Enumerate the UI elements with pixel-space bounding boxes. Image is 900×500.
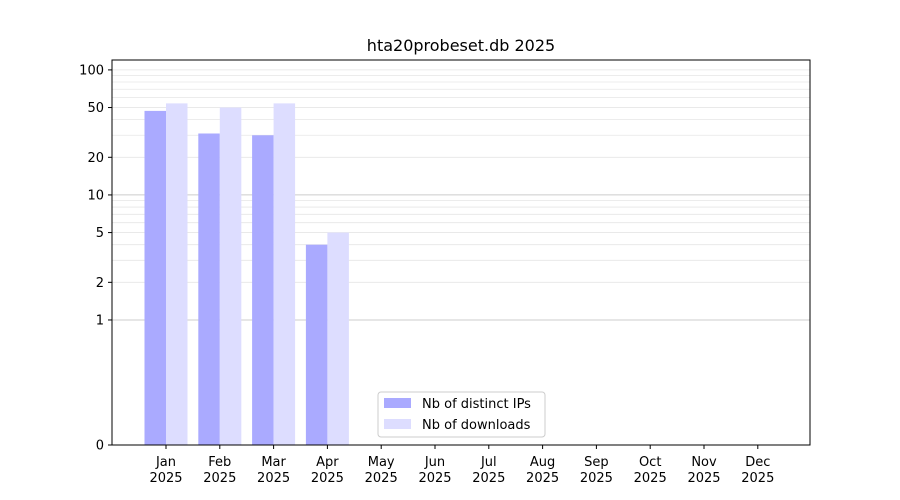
x-tick-label-year: 2025 — [634, 471, 667, 486]
y-tick-label: 1 — [96, 313, 104, 328]
x-tick-label-year: 2025 — [526, 471, 559, 486]
bar-distinct-ips — [144, 110, 166, 445]
x-tick-label-year: 2025 — [472, 471, 505, 486]
y-tick-label: 100 — [79, 63, 104, 78]
plot-area — [111, 59, 811, 446]
legend-swatch — [384, 398, 411, 408]
x-tick-label-month: Sep — [584, 455, 609, 470]
x-tick-label-month: Oct — [639, 455, 661, 470]
x-tick-label-month: Mar — [261, 455, 286, 470]
y-tick-label: 5 — [96, 226, 104, 241]
y-tick-label: 10 — [87, 188, 104, 203]
x-tick-label-year: 2025 — [257, 471, 290, 486]
x-tick-label-month: Apr — [316, 455, 339, 470]
legend-box — [377, 391, 546, 438]
bar-distinct-ips — [305, 244, 328, 445]
x-axis: Jan2025Feb2025Mar2025Apr2025May2025Jun20… — [149, 445, 774, 486]
x-tick-label-year: 2025 — [418, 471, 451, 486]
bar-distinct-ips — [198, 133, 220, 445]
x-tick-label-month: Jan — [155, 455, 176, 470]
y-tick-label: 20 — [87, 151, 104, 166]
bar-downloads — [273, 103, 296, 446]
x-tick-label-year: 2025 — [580, 471, 613, 486]
bar-downloads — [166, 103, 188, 446]
bar-downloads — [219, 107, 242, 446]
x-tick-label-month: Nov — [691, 455, 717, 470]
y-tick-label: 0 — [96, 439, 104, 454]
x-tick-label-month: Dec — [745, 455, 770, 470]
bar-downloads — [327, 232, 349, 445]
x-tick-label-month: Aug — [530, 455, 555, 470]
legend-swatch — [384, 419, 411, 429]
x-tick-label-month: Jul — [480, 455, 497, 470]
x-tick-label-month: Jun — [424, 455, 445, 470]
x-tick-label-year: 2025 — [687, 471, 720, 486]
legend: Nb of distinct IPs Nb of downloads — [377, 391, 546, 438]
y-tick-label: 2 — [96, 276, 104, 291]
y-axis: 0 1 2 5 10 20 50 100 — [79, 63, 112, 454]
x-tick-label-month: Feb — [208, 455, 231, 470]
chart-title: hta20probeset.db 2025 — [367, 36, 555, 55]
x-tick-label-year: 2025 — [741, 471, 774, 486]
x-tick-label-year: 2025 — [311, 471, 344, 486]
x-tick-label-year: 2025 — [203, 471, 236, 486]
bars — [144, 103, 349, 446]
legend-label: Nb of downloads — [422, 418, 531, 433]
x-tick-label-year: 2025 — [365, 471, 398, 486]
bar-distinct-ips — [252, 135, 274, 445]
x-tick-label-year: 2025 — [149, 471, 182, 486]
y-tick-label: 50 — [87, 101, 104, 116]
legend-label: Nb of distinct IPs — [422, 397, 531, 412]
x-tick-label-month: May — [368, 455, 395, 470]
